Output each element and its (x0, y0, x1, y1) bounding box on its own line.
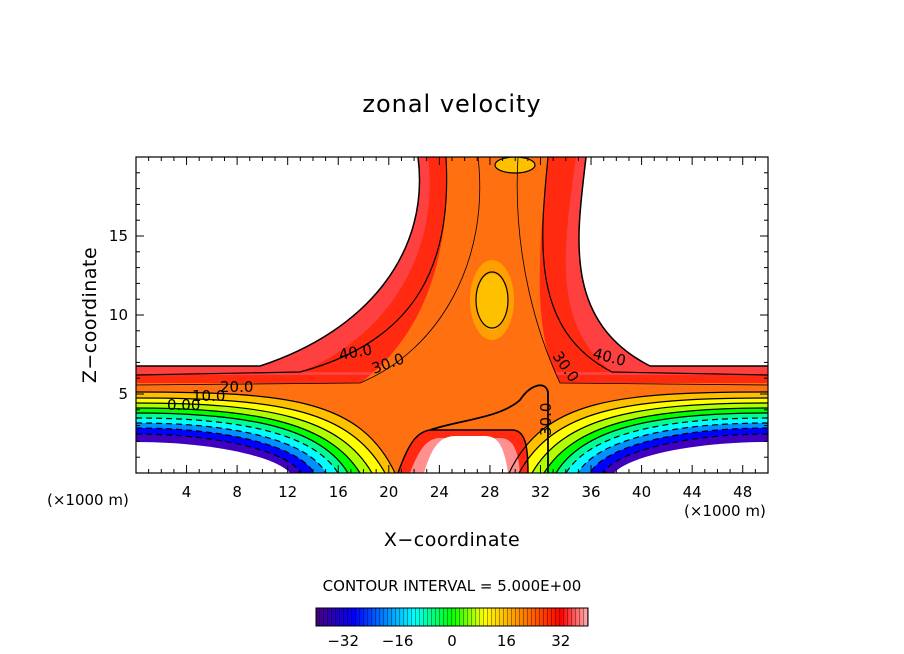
x-tick-label: 24 (430, 483, 449, 501)
plume-orange (360, 157, 560, 383)
x-tick-label: 12 (278, 483, 297, 501)
colorbar-ticks: −32 −16 0 16 32 (327, 632, 570, 650)
y-tick-label: 5 (118, 385, 128, 403)
contour-interval-label: CONTOUR INTERVAL = 5.000E+00 (323, 577, 582, 595)
contour-label: 0.00 (167, 396, 200, 414)
colorbar-tick-label: −16 (382, 632, 414, 650)
colorbar: −32 −16 0 16 32 (315, 607, 589, 650)
x-tick-label: 36 (581, 483, 600, 501)
contour-label: 40.0 (338, 340, 374, 364)
x-tick-label: 40 (632, 483, 651, 501)
colorbar-tick-label: 32 (551, 632, 570, 650)
x-tick-label: 8 (232, 483, 242, 501)
contour-lines (136, 157, 768, 473)
colorbar-frame (315, 607, 589, 627)
contour-label: 30.0 (537, 403, 555, 436)
y-axis-title: Z−coordinate (79, 247, 101, 383)
top-core (495, 157, 535, 173)
x-tick-label: 28 (480, 483, 499, 501)
y-tick-label: 10 (109, 306, 128, 324)
gap-white (424, 436, 508, 473)
x-unit-right-label: (×1000 m) (684, 502, 766, 520)
colorbar-stripes (316, 608, 588, 626)
x-tick-label: 4 (182, 483, 192, 501)
x-tick-label: 44 (683, 483, 702, 501)
contour-field: 40.0 30.0 20.0 10.0 0.00 30.0 40.0 30.0 (136, 157, 768, 473)
colorbar-tick-label: 0 (447, 632, 457, 650)
x-tick-label: 48 (733, 483, 752, 501)
x-axis-title: X−coordinate (384, 529, 520, 551)
colorbar-tick-label: −32 (327, 632, 359, 650)
contour-label: 20.0 (220, 378, 253, 396)
colorbar-tick-label: 16 (497, 632, 516, 650)
y-tick-label: 15 (109, 227, 128, 245)
x-tick-label: 20 (379, 483, 398, 501)
chart-title: zonal velocity (362, 90, 541, 118)
plume-core-yellow (476, 274, 508, 330)
x-tick-label: 16 (329, 483, 348, 501)
x-tick-label: 32 (531, 483, 550, 501)
contour-label: 10.0 (192, 387, 225, 405)
x-unit-left-label: (×1000 m) (47, 491, 129, 509)
